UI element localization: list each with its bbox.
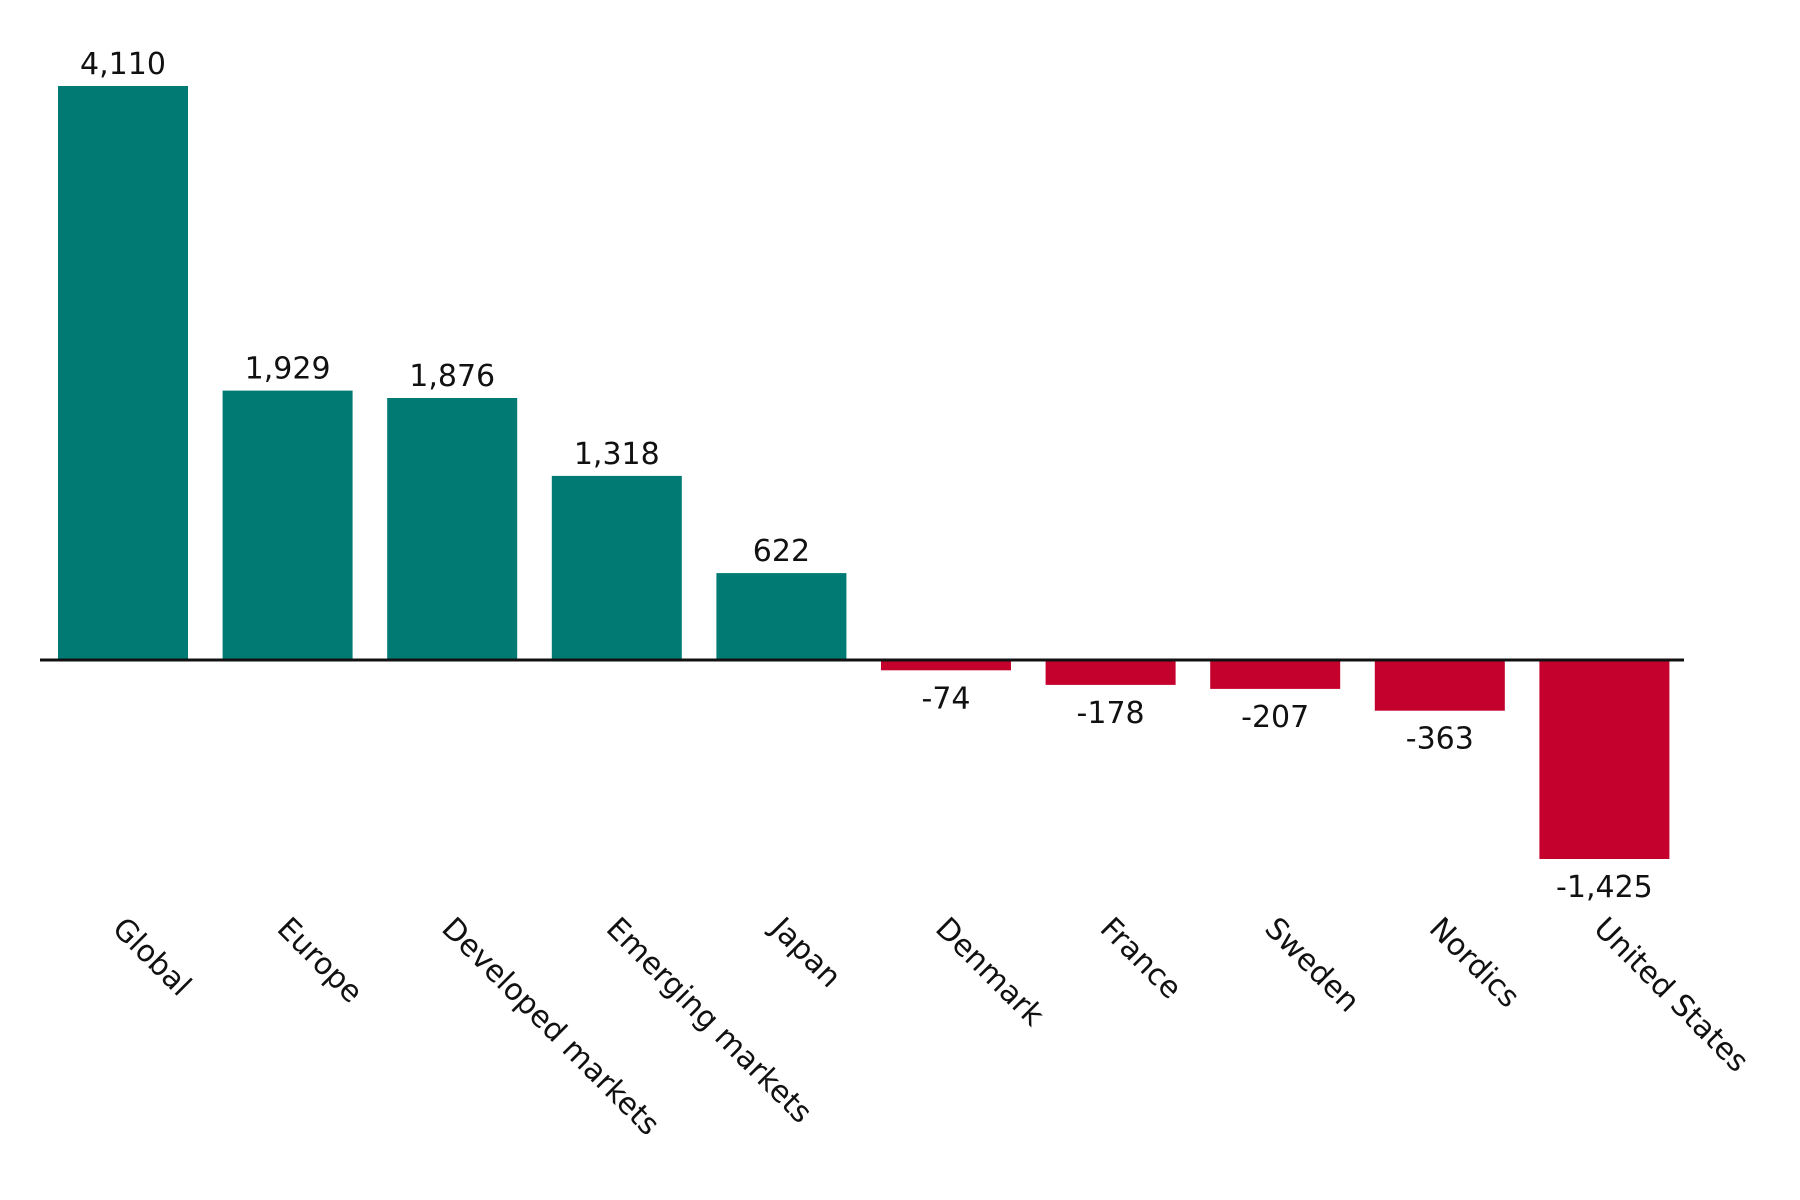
bar-sweden	[1210, 660, 1341, 689]
bar-developed-markets	[387, 398, 518, 660]
bar-united-states	[1539, 660, 1670, 859]
category-label-nordics: Nordics	[1422, 911, 1526, 1015]
value-label-nordics: -363	[1406, 722, 1474, 757]
bars-group	[58, 86, 1670, 859]
value-label-united-states: -1,425	[1556, 870, 1653, 905]
value-label-denmark: -74	[922, 681, 971, 716]
value-label-europe: 1,929	[245, 352, 331, 387]
bar-emerging-markets	[551, 475, 682, 660]
category-label-united-states: United States	[1587, 911, 1755, 1079]
category-label-denmark: Denmark	[928, 911, 1051, 1034]
value-labels-group: 4,110 1,929 1,876 1,318 622 -74 -178 -207 -363 -1…	[80, 47, 1653, 905]
bar-japan	[716, 573, 847, 660]
bar-nordics	[1374, 660, 1505, 711]
value-label-emerging-markets: 1,318	[574, 437, 660, 472]
category-label-france: France	[1093, 911, 1188, 1006]
bar-france	[1045, 660, 1176, 685]
bar-europe	[222, 390, 353, 660]
bar-global	[58, 86, 188, 660]
category-label-europe: Europe	[270, 911, 369, 1010]
value-label-japan: 622	[753, 534, 810, 569]
value-label-france: -178	[1077, 696, 1145, 731]
value-label-global: 4,110	[80, 47, 166, 82]
category-label-global: Global	[105, 911, 197, 1003]
category-label-japan: Japan	[762, 909, 847, 994]
value-label-developed-markets: 1,876	[409, 359, 495, 394]
bar-denmark	[881, 660, 1011, 671]
category-label-sweden: Sweden	[1258, 911, 1367, 1020]
value-label-sweden: -207	[1241, 700, 1309, 735]
